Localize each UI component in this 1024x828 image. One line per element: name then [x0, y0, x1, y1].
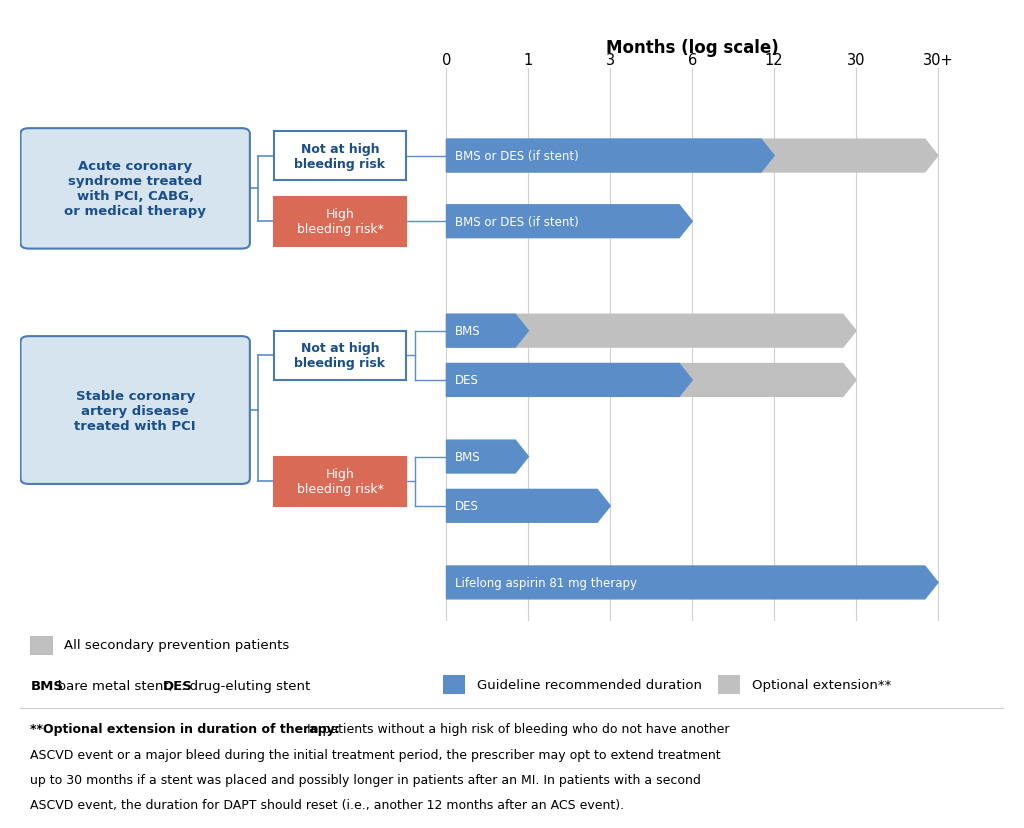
Text: All secondary prevention patients: All secondary prevention patients [63, 638, 289, 652]
FancyArrow shape [446, 490, 610, 522]
FancyArrow shape [446, 364, 692, 397]
Text: Stable coronary
artery disease
treated with PCI: Stable coronary artery disease treated w… [75, 389, 196, 432]
FancyArrow shape [446, 140, 774, 173]
FancyBboxPatch shape [20, 129, 250, 249]
Text: **Optional extension in duration of therapy:: **Optional extension in duration of ther… [31, 722, 340, 735]
Text: Not at high
bleeding risk: Not at high bleeding risk [295, 342, 385, 370]
Text: BMS: BMS [455, 450, 480, 464]
Text: up to 30 months if a stent was placed and possibly longer in patients after an M: up to 30 months if a stent was placed an… [31, 773, 701, 787]
FancyBboxPatch shape [274, 132, 406, 181]
Text: DES: DES [163, 679, 193, 692]
Text: DES: DES [455, 500, 478, 513]
FancyArrow shape [446, 566, 938, 599]
FancyBboxPatch shape [274, 197, 406, 247]
Text: Optional extension**: Optional extension** [752, 678, 891, 691]
FancyArrow shape [446, 205, 692, 238]
FancyArrow shape [446, 364, 856, 397]
Text: High
bleeding risk*: High bleeding risk* [297, 208, 383, 236]
Text: ASCVD event or a major bleed during the initial treatment period, the prescriber: ASCVD event or a major bleed during the … [31, 749, 721, 762]
Text: High
bleeding risk*: High bleeding risk* [297, 468, 383, 496]
Text: Acute coronary
syndrome treated
with PCI, CABG,
or medical therapy: Acute coronary syndrome treated with PCI… [65, 160, 206, 218]
FancyArrow shape [446, 315, 528, 348]
Text: BMS or DES (if stent): BMS or DES (if stent) [455, 150, 579, 163]
FancyBboxPatch shape [274, 457, 406, 506]
FancyArrow shape [446, 140, 938, 173]
Text: 3: 3 [606, 53, 614, 68]
FancyArrow shape [446, 315, 856, 348]
FancyBboxPatch shape [20, 337, 250, 484]
Text: 6: 6 [687, 53, 697, 68]
Text: 0: 0 [441, 53, 452, 68]
Text: : bare metal stent;: : bare metal stent; [48, 679, 177, 692]
Text: 1: 1 [523, 53, 534, 68]
FancyBboxPatch shape [443, 676, 465, 694]
Text: 30+: 30+ [923, 53, 953, 68]
Text: 12: 12 [765, 53, 783, 68]
Text: BMS or DES (if stent): BMS or DES (if stent) [455, 215, 579, 229]
Text: : drug-eluting stent: : drug-eluting stent [181, 679, 310, 692]
Text: DES: DES [455, 374, 478, 387]
FancyBboxPatch shape [719, 676, 740, 694]
Text: Guideline recommended duration: Guideline recommended duration [476, 678, 701, 691]
Text: Lifelong aspirin 81 mg therapy: Lifelong aspirin 81 mg therapy [455, 576, 637, 590]
Text: 30: 30 [847, 53, 865, 68]
Text: Not at high
bleeding risk: Not at high bleeding risk [295, 142, 385, 171]
Text: BMS: BMS [31, 679, 63, 692]
FancyBboxPatch shape [274, 331, 406, 381]
Text: In patients without a high risk of bleeding who do not have another: In patients without a high risk of bleed… [303, 722, 729, 735]
FancyBboxPatch shape [31, 636, 52, 654]
FancyArrow shape [446, 440, 528, 474]
Text: BMS: BMS [455, 325, 480, 338]
Text: ASCVD event, the duration for DAPT should reset (i.e., another 12 months after a: ASCVD event, the duration for DAPT shoul… [31, 798, 625, 811]
Text: Months (log scale): Months (log scale) [606, 39, 778, 57]
